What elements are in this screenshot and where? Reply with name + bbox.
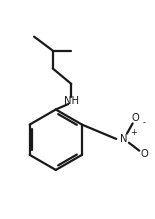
Text: N: N <box>120 134 128 144</box>
Text: -: - <box>143 118 146 127</box>
Text: NH: NH <box>64 96 79 106</box>
Text: +: + <box>130 128 137 137</box>
Text: O: O <box>140 149 148 159</box>
Text: O: O <box>132 113 140 123</box>
